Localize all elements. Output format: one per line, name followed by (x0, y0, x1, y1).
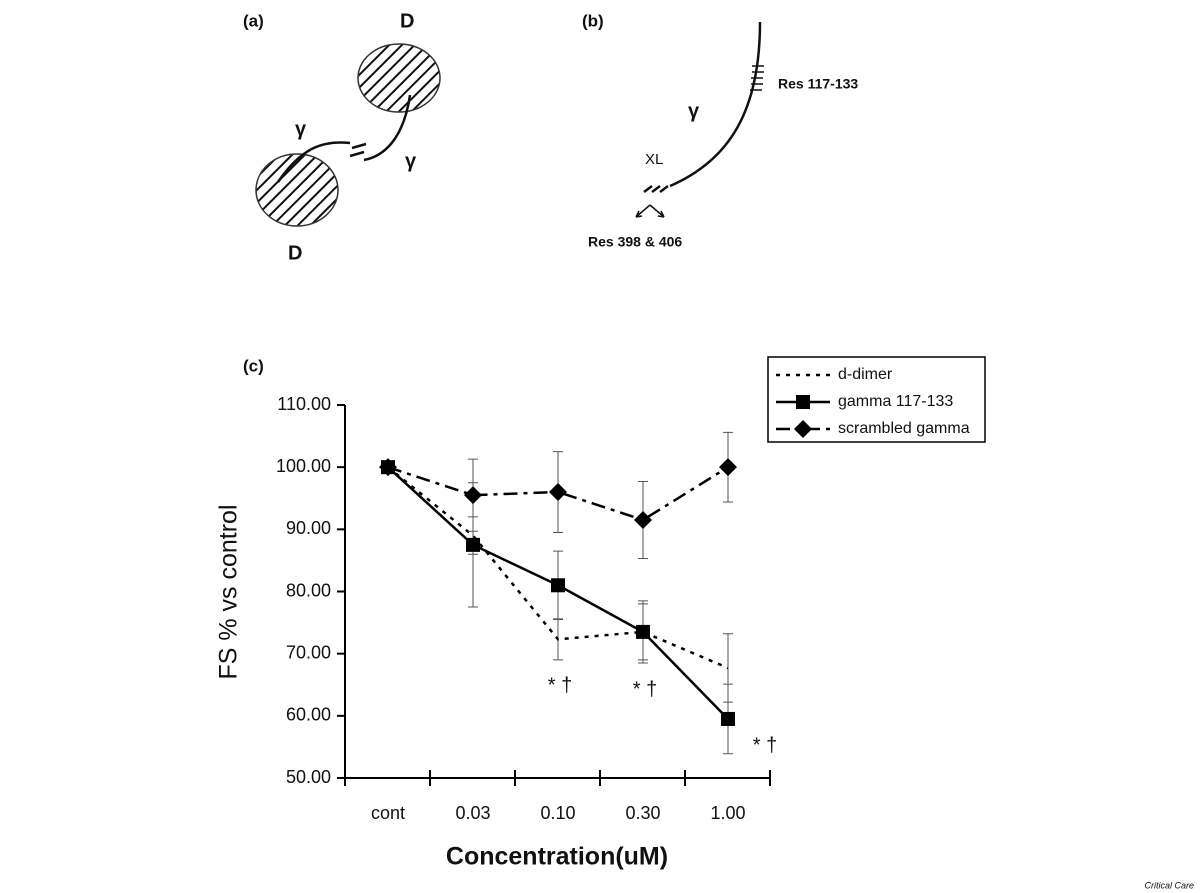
y-tick-label: 110.00 (277, 394, 331, 414)
y-tick-label: 100.00 (276, 456, 331, 476)
crosslink (349, 142, 367, 158)
residue-label: Res 398 & 406 (588, 234, 682, 250)
point (379, 458, 397, 477)
residue-label: Res 117-133 (778, 76, 858, 92)
legend-label: scrambled gamma (838, 420, 970, 437)
point (794, 420, 812, 438)
label-xl: XL (645, 151, 663, 168)
point (549, 483, 567, 502)
y-tick-label: 60.00 (286, 705, 331, 725)
label-gamma: γ (405, 150, 417, 172)
x-tick-label: 1.00 (710, 803, 745, 823)
annotation: * † (633, 678, 657, 700)
label-gamma: γ (688, 100, 700, 122)
panel-label: (c) (243, 356, 264, 375)
d-domain (357, 43, 441, 113)
diagram-b: (b) Res 117-133 γ XL Res 398 & 406 (582, 11, 858, 249)
x-tick-label: cont (371, 803, 405, 823)
diagram-a: (a) D γ γ D (243, 10, 441, 264)
point (634, 511, 652, 530)
point (721, 711, 735, 726)
point (636, 624, 650, 639)
x-axis-title: Concentration(uM) (446, 843, 668, 871)
point (796, 395, 810, 409)
source: Critical Care (1144, 880, 1194, 890)
legend-label: gamma 117-133 (838, 393, 953, 410)
label-gamma: γ (295, 118, 307, 140)
point (551, 578, 565, 593)
panel-label: (a) (243, 11, 264, 30)
point (466, 537, 480, 552)
x-tick-label: 0.03 (455, 803, 490, 823)
gamma-chain (276, 141, 351, 183)
y-tick-label: 90.00 (286, 518, 331, 538)
y-tick-label: 80.00 (286, 580, 331, 600)
y-axis-title: FS % vs control (215, 504, 243, 679)
series-line (387, 466, 729, 670)
region-mark (750, 65, 764, 91)
legend-label: d-dimer (838, 366, 893, 383)
panel-label: (b) (582, 11, 604, 30)
y-tick-label: 70.00 (286, 642, 331, 662)
x-tick-label: 0.30 (625, 803, 660, 823)
label-d: D (288, 242, 302, 264)
y-tick-label: 50.00 (286, 767, 331, 787)
point (719, 458, 737, 477)
annotation: * † (753, 734, 777, 756)
gamma-chain (363, 94, 412, 162)
gamma-chain (669, 21, 762, 188)
crosslink (643, 185, 669, 193)
annotation: * † (548, 674, 572, 696)
d-domain (255, 153, 339, 227)
x-tick-label: 0.10 (540, 803, 575, 823)
label-d: D (400, 10, 414, 32)
arrows (635, 204, 665, 218)
point (464, 486, 482, 505)
